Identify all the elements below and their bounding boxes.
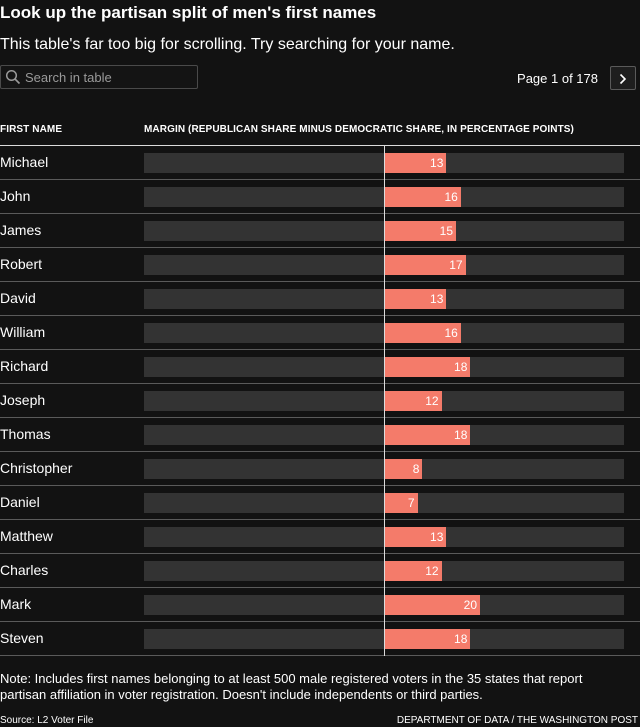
margin-bar — [384, 391, 442, 411]
first-name-cell: Richard — [0, 358, 49, 374]
first-name-cell: Robert — [0, 256, 43, 272]
margin-value-label: 15 — [439, 224, 453, 238]
first-name-cell: Michael — [0, 154, 49, 170]
first-name-cell: Charles — [0, 562, 49, 578]
page-indicator: Page 1 of 178 — [517, 71, 598, 86]
margin-value-label: 17 — [449, 258, 463, 272]
column-header-margin: MARGIN (REPUBLICAN SHARE MINUS DEMOCRATI… — [144, 124, 574, 135]
table-row: Mark 20 — [0, 588, 640, 622]
margin-value-label: 18 — [454, 360, 468, 374]
margin-value-label: 16 — [444, 326, 458, 340]
margin-value-label: 8 — [412, 462, 420, 476]
margin-value-label: 20 — [463, 598, 477, 612]
footnote: Note: Includes first names belonging to … — [0, 671, 583, 702]
table-row: Steven 18 — [0, 622, 640, 656]
table-row: Michael 13 — [0, 146, 640, 180]
margin-bar — [384, 221, 456, 241]
margin-bar — [384, 153, 447, 173]
margin-bar — [384, 255, 466, 275]
table-row: Joseph 12 — [0, 384, 640, 418]
first-name-cell: John — [0, 188, 31, 204]
margin-value-label: 7 — [407, 496, 415, 510]
credit-line: DEPARTMENT OF DATA / THE WASHINGTON POST — [396, 715, 638, 726]
margin-value-label: 16 — [444, 190, 458, 204]
margin-bar — [384, 595, 480, 615]
page-title: Look up the partisan split of men's firs… — [0, 3, 377, 22]
margin-bar — [384, 425, 471, 445]
margin-value-label: 12 — [425, 394, 439, 408]
table-row: Daniel 7 — [0, 486, 640, 520]
margin-value-label: 13 — [430, 292, 444, 306]
margin-value-label: 18 — [454, 632, 468, 646]
column-header-first-name: FIRST NAME — [0, 124, 63, 135]
next-page-button[interactable] — [610, 66, 636, 90]
page-subtitle: This table's far too big for scrolling. … — [0, 36, 455, 53]
margin-value-label: 18 — [454, 428, 468, 442]
margin-bar — [384, 323, 461, 343]
margin-bar — [384, 527, 447, 547]
margin-value-label: 13 — [430, 156, 444, 170]
zero-line — [384, 146, 385, 656]
first-name-cell: James — [0, 222, 42, 238]
table-row: Matthew 13 — [0, 520, 640, 554]
margin-value-label: 13 — [430, 530, 444, 544]
search-icon — [5, 69, 21, 85]
margin-bar — [384, 357, 471, 377]
first-name-cell: William — [0, 324, 46, 340]
table-row: Richard 18 — [0, 350, 640, 384]
chevron-right-icon — [619, 73, 627, 85]
margin-bar — [384, 629, 471, 649]
first-name-cell: Mark — [0, 596, 32, 612]
first-name-cell: Thomas — [0, 426, 51, 442]
margin-bar — [384, 289, 447, 309]
search-input[interactable] — [25, 67, 193, 87]
margin-bar — [384, 459, 423, 479]
margin-bar — [384, 187, 461, 207]
margin-bar — [384, 493, 418, 513]
table-row: Charles 12 — [0, 554, 640, 588]
table-row: Thomas 18 — [0, 418, 640, 452]
margin-value-label: 12 — [425, 564, 439, 578]
table-row: William 16 — [0, 316, 640, 350]
first-name-cell: Christopher — [0, 460, 73, 476]
first-name-cell: Matthew — [0, 528, 53, 544]
first-name-cell: Steven — [0, 630, 44, 646]
source-line: Source: L2 Voter File — [0, 715, 94, 726]
table-row: David 13 — [0, 282, 640, 316]
table-body: Michael 13 John 16 James 15 Robert 17 David 13 Wil… — [0, 146, 640, 656]
table-row: Christopher 8 — [0, 452, 640, 486]
first-name-cell: Daniel — [0, 494, 40, 510]
header-divider — [0, 145, 640, 146]
table-row: John 16 — [0, 180, 640, 214]
table-row: James 15 — [0, 214, 640, 248]
search-box[interactable] — [0, 65, 198, 89]
table-row: Robert 17 — [0, 248, 640, 282]
margin-bar — [384, 561, 442, 581]
first-name-cell: David — [0, 290, 36, 306]
first-name-cell: Joseph — [0, 392, 46, 408]
